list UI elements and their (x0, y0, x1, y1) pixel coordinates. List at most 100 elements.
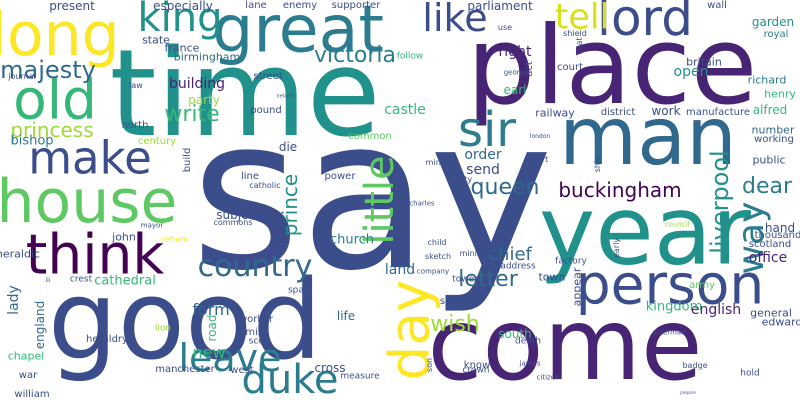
word-hand: hand (764, 221, 796, 235)
word-power: power (324, 171, 356, 182)
word-enemy: enemy (282, 0, 318, 11)
word-come: come (427, 286, 703, 400)
word-know: know (463, 360, 491, 371)
word-old: old (13, 67, 97, 132)
word-crest: crest (69, 274, 93, 285)
word-london: london (529, 133, 551, 140)
word-scotland: scotland (748, 239, 792, 250)
word-tower: tower (452, 274, 478, 285)
word-heraldry: heraldry (86, 334, 128, 345)
word-make: make (28, 131, 152, 185)
word-iii: iii (45, 277, 51, 284)
word-citizen: citizen (536, 373, 560, 382)
word-henry: henry (764, 87, 796, 101)
word-son: son (425, 357, 434, 373)
word-open: open (673, 64, 709, 80)
word-commons: commons (213, 218, 253, 227)
word-manchester: manchester (155, 364, 215, 375)
word-party: party (188, 93, 220, 107)
word-thousand: thousand (754, 230, 800, 241)
word-coat: coat (575, 37, 584, 55)
word-cross: cross (314, 361, 346, 375)
word-scot: scot (248, 336, 268, 347)
word-right: right (498, 44, 532, 60)
word-work: work (651, 104, 681, 118)
word-spain: spain (287, 285, 313, 296)
word-richard: richard (747, 73, 787, 87)
word-good: good (47, 256, 323, 384)
word-king: king (137, 0, 223, 41)
word-lion: lion (154, 323, 172, 334)
word-send: send (466, 162, 500, 178)
word-write: write (164, 102, 220, 127)
word-letter: letter (458, 267, 518, 292)
word-state: state (142, 33, 170, 47)
word-general: general (750, 306, 792, 320)
word-pound: pound (250, 105, 282, 116)
word-hold: hold (740, 368, 760, 379)
word-factory: factory (555, 256, 587, 267)
word-minister: minister (459, 249, 493, 258)
word-lane: lane (245, 0, 267, 11)
word-sketch: sketch (424, 252, 452, 261)
word-working: working (754, 134, 794, 145)
word-cathedral: cathedral (94, 273, 156, 289)
word-heraldic: heraldic (0, 247, 41, 261)
word-alderman: alderman (652, 328, 686, 337)
word-journal: journal (8, 72, 36, 81)
word-garden: garden (751, 15, 795, 29)
word-law: law (129, 81, 143, 90)
word-west: west (230, 365, 254, 376)
word-child: child (427, 238, 447, 247)
word-long: long (0, 0, 120, 70)
word-britain: britain (686, 55, 722, 69)
word-place: place (466, 4, 758, 129)
word-badge: badge (682, 361, 708, 370)
word-birmingham: birmingham (173, 50, 241, 64)
word-crown: crown (462, 365, 490, 376)
word-time: time (109, 25, 381, 164)
word-supporter: supporter (331, 0, 381, 11)
word-seal: seal (439, 296, 461, 307)
word-reform: reform (161, 235, 189, 244)
word-address: address (500, 261, 536, 272)
word-war: war (18, 370, 38, 381)
word-house: house (0, 167, 178, 237)
word-chief: chief (488, 244, 532, 265)
word-charles: charles (409, 199, 435, 208)
word-little: little (357, 155, 403, 245)
word-company: company (416, 267, 450, 276)
word-railway: railway (535, 106, 575, 120)
word-follow: follow (396, 51, 424, 62)
word-kingdom: kingdom (645, 299, 703, 315)
word-church: church (329, 232, 375, 248)
word-parliament: parliament (467, 0, 533, 13)
word-district: district (600, 107, 636, 118)
word-man: man (559, 90, 737, 183)
word-die: die (278, 140, 298, 154)
word-north: north (121, 120, 149, 131)
word-france: france (164, 41, 200, 55)
word-early: early (612, 237, 621, 259)
word-present: present (49, 0, 95, 13)
word-mile: mile (245, 327, 267, 338)
word-report: report (523, 155, 549, 164)
word-build: build (182, 147, 193, 173)
word-line: line (240, 171, 260, 182)
word-earl: earl (503, 83, 527, 97)
word-john: john (112, 230, 136, 244)
word-bishop: bishop (10, 133, 54, 149)
word-ministry: ministry (425, 158, 459, 167)
word-council: council (664, 220, 690, 229)
word-great: great (212, 0, 384, 68)
word-office: office (748, 250, 788, 266)
word-prince: prince (278, 173, 302, 237)
word-city: city (457, 175, 473, 184)
word-wall: wall (707, 0, 727, 11)
word-say: say (190, 72, 554, 317)
word-person: person (575, 252, 765, 317)
word-order: order (464, 147, 502, 163)
word-class: class (328, 258, 352, 269)
word-liverpool: liverpool (706, 150, 734, 254)
word-street: street (253, 71, 283, 82)
